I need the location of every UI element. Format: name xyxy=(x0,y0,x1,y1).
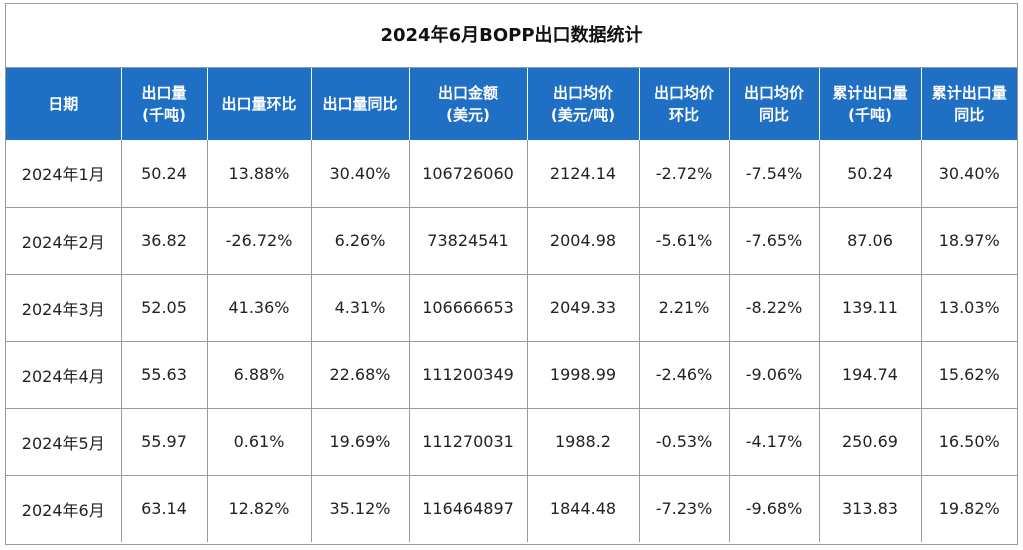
table-cell: 63.14 xyxy=(121,475,208,542)
table-cell: 1844.48 xyxy=(527,475,640,542)
table-cell: 50.24 xyxy=(819,140,922,208)
column-header-line1: 日期 xyxy=(48,95,79,113)
table-cell: 52.05 xyxy=(121,274,208,342)
table-row: 2024年4月 55.63 6.88% 22.68% 111200349 1998.99-… xyxy=(6,341,1017,409)
column-header-line1: 出口均价 xyxy=(653,84,714,102)
table-cell: 111270031 xyxy=(409,408,528,476)
table-cell: 6.88% xyxy=(207,341,312,409)
column-header-line2: (千吨) xyxy=(848,106,892,124)
table-cell: -26.72% xyxy=(207,207,312,275)
column-header-line1: 出口均价 xyxy=(552,84,613,102)
table-cell: 19.69% xyxy=(311,408,410,476)
table-cell: -5.61% xyxy=(639,207,730,275)
column-header-line1: 出口均价 xyxy=(743,84,804,102)
table-body: 2024年1月 50.24 13.88% 30.40% 106726060 2124.14… xyxy=(6,140,1017,542)
table-row: 2024年2月 36.82 -26.72% 6.26% 73824541 2004.98-… xyxy=(6,207,1017,275)
table-cell: 16.50% xyxy=(921,408,1017,476)
data-table: 日期 出口量 (千吨) 出口量环比 出口量同比 出口金额 (美元) 出口均价 (美元/吨) 出口均… xyxy=(6,68,1017,542)
table-cell: -7.54% xyxy=(729,140,820,208)
table-cell: 2049.33 xyxy=(527,274,640,342)
column-header: 出口量环比 xyxy=(207,68,312,140)
table-cell: 2024年3月 xyxy=(6,274,122,342)
table-cell: -0.53% xyxy=(639,408,730,476)
table-cell: 2024年2月 xyxy=(6,207,122,275)
table-cell: 18.97% xyxy=(921,207,1017,275)
table-cell: 50.24 xyxy=(121,140,208,208)
table-cell: -2.72% xyxy=(639,140,730,208)
column-header: 出口量同比 xyxy=(311,68,410,140)
table-cell: 2024年1月 xyxy=(6,140,122,208)
table-cell: 2124.14 xyxy=(527,140,640,208)
table-cell: 2004.98 xyxy=(527,207,640,275)
table-cell: 87.06 xyxy=(819,207,922,275)
table-cell: -9.06% xyxy=(729,341,820,409)
table-cell: 13.88% xyxy=(207,140,312,208)
column-header: 日期 xyxy=(6,68,122,140)
table-cell: 2024年4月 xyxy=(6,341,122,409)
table-cell: 139.11 xyxy=(819,274,922,342)
table-cell: 194.74 xyxy=(819,341,922,409)
header-row: 日期 出口量 (千吨) 出口量环比 出口量同比 出口金额 (美元) 出口均价 (美元/吨) 出口均… xyxy=(6,68,1017,140)
table-cell: 41.36% xyxy=(207,274,312,342)
column-header: 出口均价 环比 xyxy=(639,68,730,140)
table-cell: -2.46% xyxy=(639,341,730,409)
table-row: 2024年6月 63.14 12.82% 35.12% 116464897 1844.48… xyxy=(6,475,1017,542)
table-cell: -4.17% xyxy=(729,408,820,476)
table-cell: 55.97 xyxy=(121,408,208,476)
table-cell: 13.03% xyxy=(921,274,1017,342)
column-header-line1: 出口量同比 xyxy=(322,95,398,113)
table-cell: -7.65% xyxy=(729,207,820,275)
table-cell: 1988.2 xyxy=(527,408,640,476)
column-header-line2: 同比 xyxy=(758,106,789,124)
table-row: 2024年3月 52.05 41.36% 4.31% 106666653 2049.33 2… xyxy=(6,274,1017,342)
column-header-line1: 累计出口量 xyxy=(931,84,1007,102)
table-cell: 111200349 xyxy=(409,341,528,409)
table-cell: 22.68% xyxy=(311,341,410,409)
column-header-line2: (美元) xyxy=(446,106,490,124)
table-cell: 30.40% xyxy=(921,140,1017,208)
column-header: 出口金额 (美元) xyxy=(409,68,528,140)
table-cell: 106666653 xyxy=(409,274,528,342)
table-row: 2024年1月 50.24 13.88% 30.40% 106726060 2124.14… xyxy=(6,140,1017,208)
column-header-line1: 出口量 xyxy=(141,84,187,102)
column-header-line2: (千吨) xyxy=(142,106,186,124)
table-cell: 12.82% xyxy=(207,475,312,542)
column-header-line1: 累计出口量 xyxy=(832,84,908,102)
table-cell: 19.82% xyxy=(938,499,1000,519)
column-header: 累计出口量 (千吨) xyxy=(819,68,922,140)
table-frame: 2024年6月BOPP出口数据统计 日期 出口量 (千吨) 出口量环比 出口量同比 出口金… xyxy=(5,3,1018,545)
table-cell: -8.22% xyxy=(729,274,820,342)
column-header-line1: 出口金额 xyxy=(437,84,498,102)
table-cell: 2024年6月 xyxy=(6,475,122,542)
column-header: 出口均价 同比 xyxy=(729,68,820,140)
table-cell: 6.26% xyxy=(311,207,410,275)
table-cell: 2024年5月 xyxy=(6,408,122,476)
table-cell: 2.21% xyxy=(639,274,730,342)
table-cell: 106726060 xyxy=(409,140,528,208)
table-cell: 15.62% xyxy=(921,341,1017,409)
column-header-line2: 同比 xyxy=(954,106,985,124)
column-header: 出口量 (千吨) xyxy=(121,68,208,140)
table-cell: 1998.99 xyxy=(527,341,640,409)
table-cell: 116464897 xyxy=(409,475,528,542)
column-header: 出口均价 (美元/吨) xyxy=(527,68,640,140)
table-cell: 4.31% xyxy=(311,274,410,342)
table-cell: 35.12% xyxy=(311,475,410,542)
table-cell: 55.63 xyxy=(121,341,208,409)
table-row: 2024年5月 55.97 0.61% 19.69% 111270031 1988.2 -0… xyxy=(6,408,1017,476)
column-header-line1: 出口量环比 xyxy=(221,95,297,113)
column-header-line2: (美元/吨) xyxy=(550,106,616,124)
table-cell: 313.83 xyxy=(819,475,922,542)
column-header-line2: 环比 xyxy=(668,106,699,124)
table-cell: 30.40% xyxy=(311,140,410,208)
table-cell: 250.69 xyxy=(819,408,922,476)
table-cell: -9.68% xyxy=(729,475,820,542)
table-title: 2024年6月BOPP出口数据统计 xyxy=(6,4,1017,68)
table-cell: 73824541 xyxy=(409,207,528,275)
table-cell: 36.82 xyxy=(121,207,208,275)
table-cell: -7.23% xyxy=(639,475,730,542)
column-header: 累计出口量 同比 xyxy=(921,68,1017,140)
table-cell: 0.61% xyxy=(207,408,312,476)
